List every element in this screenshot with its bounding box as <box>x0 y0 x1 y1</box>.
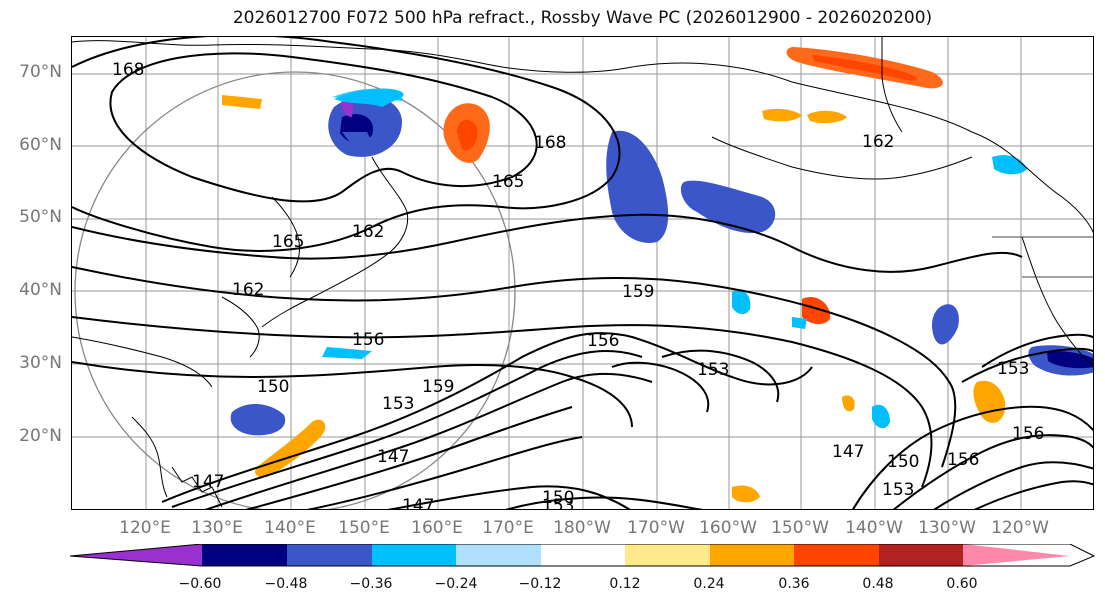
lon-label-170e: 170°E <box>482 518 534 538</box>
contour-label: 156 <box>587 331 619 351</box>
contour-label: 153 <box>382 394 414 414</box>
lon-label-160w: 160°W <box>699 518 757 538</box>
lon-label-120w: 120°W <box>991 518 1049 538</box>
colorbar-tick: −0.12 <box>518 576 562 592</box>
contour-label: 150 <box>257 377 289 397</box>
contour-label: 159 <box>622 282 654 302</box>
colorbar-outline <box>70 544 1096 567</box>
contour-label: 153 <box>542 496 574 510</box>
colorbar-tick: −0.24 <box>434 576 478 592</box>
colorbar-segment <box>794 544 879 566</box>
lon-label-130w: 130°W <box>918 518 976 538</box>
contour-label: 147 <box>402 496 434 510</box>
contour-labels: 168 168 165 165 162 162 162 159 156 156 … <box>112 60 1044 510</box>
contour-label: 147 <box>192 472 224 492</box>
lon-label-130e: 130°E <box>191 518 243 538</box>
contour-label: 165 <box>492 172 524 192</box>
contour-label: 168 <box>112 60 144 80</box>
lat-label-70n: 70°N <box>19 62 62 82</box>
colorbar-tick: 0.24 <box>693 576 725 592</box>
refractivity-shading <box>222 47 1093 503</box>
contour-label: 147 <box>832 442 864 462</box>
lat-label-20n: 20°N <box>19 426 62 446</box>
lon-label-180w: 180°W <box>553 518 611 538</box>
graticule <box>72 37 1093 509</box>
contour-label: 162 <box>232 280 264 300</box>
colorbar-segment <box>456 544 541 566</box>
colorbar-tick: −0.48 <box>264 576 308 592</box>
contour-label: 159 <box>422 377 454 397</box>
colorbar <box>70 544 1096 567</box>
lon-label-140w: 140°W <box>845 518 903 538</box>
contour-label: 168 <box>534 133 566 153</box>
lon-label-170w: 170°W <box>627 518 685 538</box>
contour-label: 156 <box>1012 424 1044 444</box>
lon-label-150w: 150°W <box>771 518 829 538</box>
map-panel: 168 168 165 165 162 162 162 159 156 156 … <box>71 36 1094 510</box>
contour-label: 162 <box>862 132 894 152</box>
colorbar-segment <box>541 544 625 566</box>
lat-label-40n: 40°N <box>19 280 62 300</box>
colorbar-tick: 0.12 <box>609 576 641 592</box>
colorbar-segment <box>710 544 794 566</box>
lat-label-30n: 30°N <box>19 353 62 373</box>
colorbar-tick: 0.48 <box>862 576 894 592</box>
great-circle <box>74 71 516 509</box>
lon-label-140e: 140°E <box>264 518 316 538</box>
contour-label: 153 <box>997 359 1029 379</box>
colorbar-tick: 0.60 <box>946 576 978 592</box>
lat-label-50n: 50°N <box>19 207 62 227</box>
colorbar-segment <box>963 544 1070 566</box>
colorbar-segment <box>372 544 456 566</box>
contour-label: 162 <box>352 222 384 242</box>
colorbar-tick: 0.36 <box>778 576 810 592</box>
contour-label: 147 <box>377 447 409 467</box>
lon-label-150e: 150°E <box>338 518 390 538</box>
colorbar-segment <box>879 544 963 566</box>
contour-label: 150 <box>542 488 574 508</box>
colorbar-tick: −0.60 <box>178 576 222 592</box>
map-title: 2026012700 F072 500 hPa refract., Rossby… <box>232 8 933 28</box>
lon-label-160e: 160°E <box>411 518 463 538</box>
lon-label-120e: 120°E <box>119 518 171 538</box>
contour-label: 153 <box>882 480 914 500</box>
height-contours <box>72 37 1093 509</box>
contour-label: 156 <box>947 450 979 470</box>
contour-label: 153 <box>697 360 729 380</box>
colorbar-segment <box>625 544 710 566</box>
colorbar-tick: −0.36 <box>349 576 393 592</box>
colorbar-segment <box>287 544 372 566</box>
contour-label: 156 <box>352 330 384 350</box>
lat-label-60n: 60°N <box>19 135 62 155</box>
colorbar-segment <box>70 544 202 566</box>
contour-label: 165 <box>272 232 304 252</box>
colorbar-segment <box>202 544 287 566</box>
map-canvas: 168 168 165 165 162 162 162 159 156 156 … <box>72 37 1093 510</box>
contour-label: 150 <box>887 452 919 472</box>
